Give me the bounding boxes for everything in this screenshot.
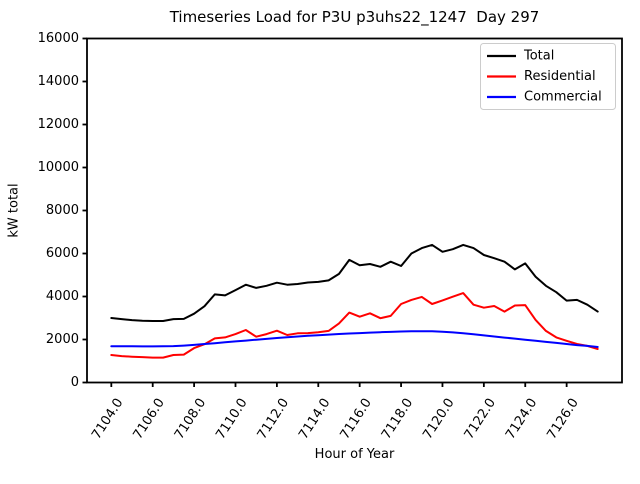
x-tick-label: 7120.0 bbox=[420, 396, 457, 442]
x-tick-label: 7104.0 bbox=[89, 396, 126, 442]
x-tick-label: 7126.0 bbox=[544, 396, 581, 442]
series-line-commercial bbox=[110, 330, 599, 348]
series-line-total bbox=[110, 243, 599, 322]
x-tick-label: 7110.0 bbox=[213, 396, 250, 442]
y-tick-label: 4000 bbox=[46, 289, 79, 304]
series-lines bbox=[110, 243, 599, 359]
x-tick-label: 7108.0 bbox=[172, 396, 209, 442]
y-tick-label: 16000 bbox=[38, 31, 79, 46]
legend-label-residential: Residential bbox=[524, 69, 596, 84]
series-line-residential bbox=[110, 292, 599, 359]
legend-label-total: Total bbox=[523, 49, 554, 64]
legend: Total Residential Commercial bbox=[480, 43, 616, 110]
x-tick-label: 7106.0 bbox=[131, 396, 168, 442]
y-tick-label: 12000 bbox=[38, 117, 79, 132]
x-axis: 7104.0 7106.0 7108.0 7110.0 7112.0 7114.0 7116… bbox=[89, 382, 582, 442]
x-tick-label: 7116.0 bbox=[337, 396, 374, 442]
y-tick-label: 10000 bbox=[38, 160, 79, 175]
x-axis-label: Hour of Year bbox=[314, 447, 395, 462]
y-axis: 0 2000 4000 6000 8000 10000 12000 14000 16000 bbox=[38, 31, 87, 390]
y-tick-label: 14000 bbox=[38, 74, 79, 89]
y-tick-label: 0 bbox=[71, 375, 79, 390]
legend-label-commercial: Commercial bbox=[524, 90, 602, 105]
legend-box bbox=[480, 43, 616, 110]
x-tick-label: 7112.0 bbox=[255, 396, 292, 442]
x-tick-label: 7114.0 bbox=[296, 396, 333, 442]
plot-area-border bbox=[86, 37, 623, 384]
y-tick-label: 2000 bbox=[46, 332, 79, 347]
chart-title: Timeseries Load for P3U p3uhs22_1247 Day… bbox=[169, 8, 540, 26]
y-axis-label: kW total bbox=[6, 183, 22, 238]
y-tick-label: 6000 bbox=[46, 246, 79, 261]
x-tick-label: 7124.0 bbox=[503, 396, 540, 442]
x-tick-label: 7118.0 bbox=[379, 396, 416, 442]
y-tick-label: 8000 bbox=[46, 203, 79, 218]
x-tick-label: 7122.0 bbox=[462, 396, 499, 442]
